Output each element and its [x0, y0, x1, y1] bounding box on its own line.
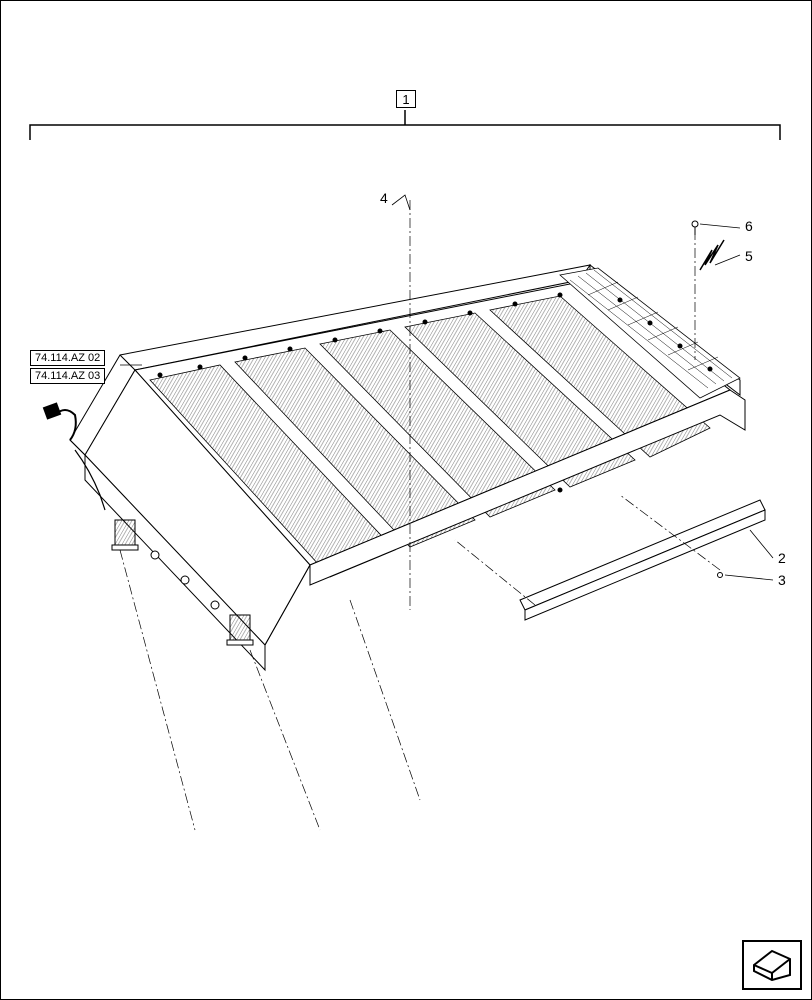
callout-5: 5 [745, 248, 753, 264]
callout-3: 3 [778, 572, 786, 588]
callout-2: 2 [778, 550, 786, 566]
reference-box-2: 74.114.AZ 03 [30, 368, 105, 384]
home-icon[interactable] [742, 940, 802, 990]
callout-1: 1 [402, 92, 409, 107]
reference-2: 74.114.AZ 03 [35, 370, 100, 382]
reference-box-1: 74.114.AZ 02 [30, 350, 105, 366]
reference-1: 74.114.AZ 02 [35, 352, 100, 364]
callout-6: 6 [745, 218, 753, 234]
callout-4: 4 [380, 190, 388, 206]
parts-diagram [0, 0, 812, 1000]
callout-1-box: 1 [396, 90, 416, 108]
